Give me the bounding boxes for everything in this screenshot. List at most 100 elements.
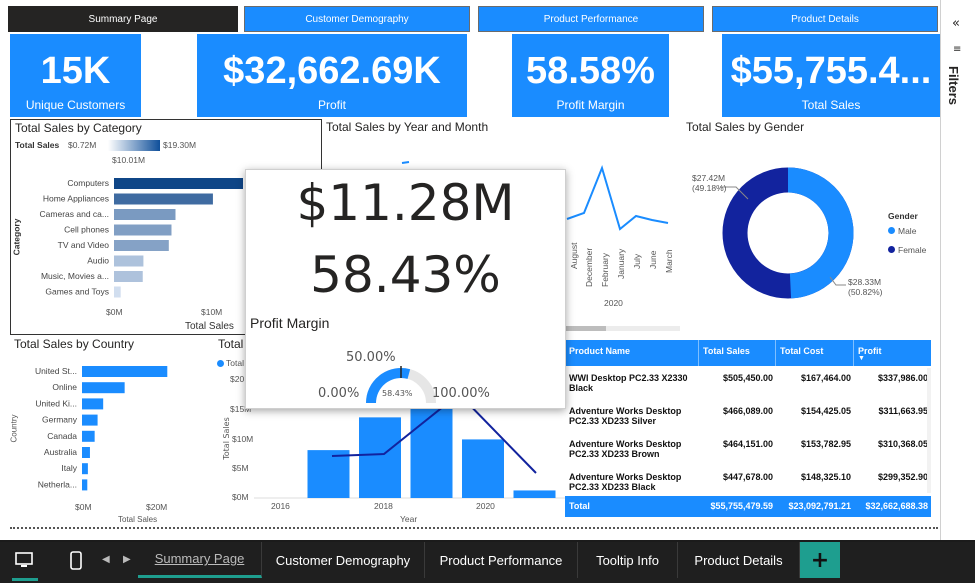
legend-label: Total [226,358,244,368]
header-total-cost[interactable]: Total Cost [780,346,824,356]
add-page-button[interactable]: + [800,542,840,578]
y-tick: $0M [232,492,249,502]
product-table[interactable]: Product Name Total Sales Total Cost Prof… [565,340,931,518]
table-total-row: Total $55,755,479.59 $23,092,791.21 $32,… [565,496,931,517]
separator [10,527,938,529]
country-bar-chart: United St... Online United Ki... Germany Can… [35,366,168,491]
country-bar [82,463,88,475]
legend-dot-male [888,227,895,234]
legend-gradient [108,140,160,151]
country-label: Australia [44,447,77,457]
cell-cost: $148,325.10 [800,472,851,482]
header-total-sales[interactable]: Total Sales [703,346,750,356]
kpi-value: $32,662.69K [223,50,441,90]
page-tab-bar: ◀ ▶ Summary Page Customer Demography Pro… [0,542,975,583]
desktop-view-icon[interactable] [12,548,38,581]
x-tick: 2018 [374,501,393,511]
category-bar [114,255,144,267]
year-bar [462,439,504,498]
kpi-profit-margin[interactable]: 58.58% Profit Margin [512,34,669,117]
gauge-target: 50.00% [346,350,396,365]
category-bar [114,193,213,205]
nav-product-performance[interactable]: Product Performance [478,6,704,32]
category-label: Computers [67,178,109,188]
table-header: Product Name Total Sales Total Cost Prof… [565,340,931,366]
kpi-value: 15K [40,50,111,90]
country-label: Italy [61,463,77,473]
category-bar [114,286,121,298]
male-callout: $27.42M [692,173,726,183]
kpi-label: Total Sales [801,98,861,112]
cell-product: WWI Desktop PC2.33 X2330 Black [569,373,688,393]
category-label: Home Appliances [43,194,109,204]
tooltip-sales-value: $11.28M [296,174,515,232]
tab-customer-demography[interactable]: Customer Demography [262,542,425,578]
country-bar [82,430,95,442]
nav-product-details[interactable]: Product Details [712,6,938,32]
kpi-profit[interactable]: $32,662.69K Profit [197,34,467,117]
gender-donut-chart [720,167,854,299]
header-profit[interactable]: Profit [858,346,882,356]
x-axis-title: Total Sales [118,515,158,524]
tab-product-performance[interactable]: Product Performance [425,542,578,578]
cell-cost: $153,782.95 [800,439,851,449]
next-page-icon[interactable]: ▶ [123,554,131,565]
cell-sales: $464,151.00 [722,439,773,449]
cell-sales: $466,089.00 [722,406,773,416]
country-label: United Ki... [35,398,77,408]
sales-by-country-visual[interactable]: Total Sales by Country Country United St… [10,336,210,526]
kpi-value: $55,755.4... [730,50,932,90]
tab-summary-page[interactable]: Summary Page [138,542,262,578]
y-tick: $15M [230,404,252,414]
country-label: Online [52,382,77,392]
total-cost: $23,092,791.21 [788,501,851,511]
filters-pane[interactable]: « ≡ Filters [940,0,975,540]
category-bar [114,271,143,282]
category-label: Music, Movies a... [41,271,109,281]
cell-profit: $337,986.00 [877,373,928,383]
legend-female: Female [898,245,927,255]
year-label: 2020 [604,298,623,308]
table-row[interactable]: Adventure Works Desktop PC2.33 XD233 Bla… [569,472,699,492]
x-tick: $0M [106,307,123,317]
country-label: Canada [47,431,77,441]
legend-male: Male [898,226,917,236]
country-bar [82,414,98,426]
kpi-total-sales[interactable]: $55,755.4... Total Sales [722,34,940,117]
country-bar [82,382,125,394]
category-label: Games and Toys [45,287,109,297]
cell-profit: $311,663.95 [878,406,928,416]
kpi-unique-customers[interactable]: 15K Unique Customers [10,34,141,117]
cell-product: Adventure Works Desktop PC2.33 XD233 Bro… [569,439,682,459]
x-axis-title: Year [400,514,418,524]
legend-mid: $10.01M [112,155,146,165]
category-label: Cell phones [64,225,109,235]
month-label: August [569,242,579,269]
tab-tooltip-info[interactable]: Tooltip Info [578,542,678,578]
collapse-chevron-icon[interactable]: « [952,16,960,31]
table-row[interactable]: WWI Desktop PC2.33 X2330 Black [569,373,699,393]
header-product-name[interactable]: Product Name [569,346,631,356]
table-row[interactable]: Adventure Works Desktop PC2.33 XD233 Bro… [569,439,699,459]
legend-max: $19.30M [163,140,197,150]
month-label: December [584,247,594,287]
cell-product: Adventure Works Desktop PC2.33 XD233 Sil… [569,406,682,426]
gauge-title: Profit Margin [250,315,330,331]
nav-summary-page[interactable]: Summary Page [8,6,238,32]
month-label: June [648,250,658,269]
table-row[interactable]: Adventure Works Desktop PC2.33 XD233 Sil… [569,406,699,426]
prev-page-icon[interactable]: ◀ [102,554,110,565]
visual-title: Total Sales by Country [14,337,135,351]
category-label: TV and Video [58,240,110,250]
month-label: February [600,252,610,287]
male-callout-pct: (49.18%) [692,183,727,193]
sales-by-gender-visual[interactable]: Total Sales by Gender $27.42M (49.18%) $… [684,119,938,335]
country-bar [82,366,168,377]
nav-customer-demography[interactable]: Customer Demography [244,6,470,32]
x-axis-title: Total Sales [185,321,234,332]
kpi-label: Profit [317,98,346,112]
tab-product-details[interactable]: Product Details [678,542,800,578]
gauge-max: 100.00% [432,386,490,401]
mobile-view-icon[interactable] [68,550,84,576]
table-scrollbar[interactable] [927,368,931,493]
